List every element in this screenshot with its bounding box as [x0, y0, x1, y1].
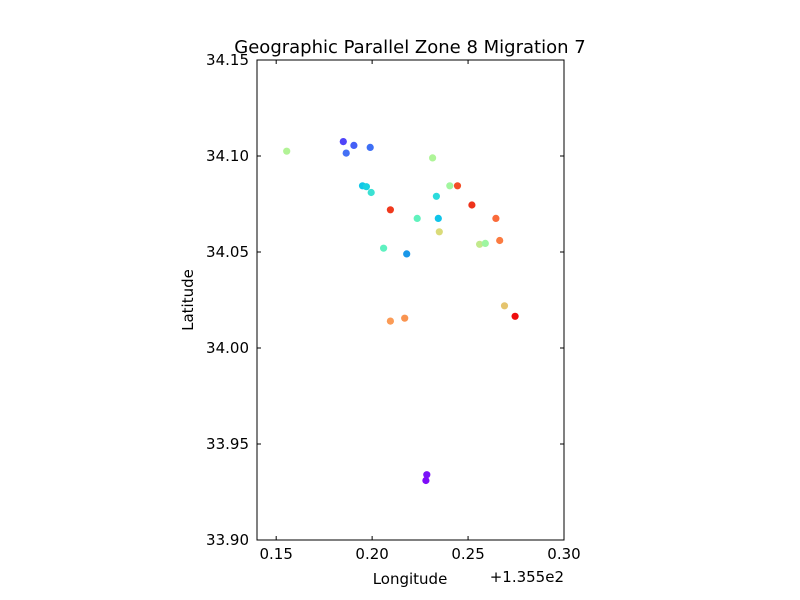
y-tick-label: 34.00 [206, 339, 249, 357]
scatter-point [386, 206, 394, 214]
scatter-point [511, 312, 519, 320]
scatter-point [413, 214, 421, 222]
y-tick-label: 33.95 [206, 435, 249, 453]
data-points [283, 138, 519, 485]
y-tick-label: 33.90 [206, 531, 249, 549]
scatter-point [386, 317, 394, 325]
scatter-point [401, 314, 409, 322]
x-axis-label: Longitude [373, 570, 448, 588]
scatter-point [342, 149, 350, 157]
scatter-point [350, 141, 358, 149]
y-tick-label: 34.10 [206, 147, 249, 165]
scatter-point [423, 471, 431, 479]
scatter-point [403, 250, 411, 258]
x-tick-label: 0.20 [355, 545, 388, 563]
x-tick-label: 0.15 [259, 545, 292, 563]
chart-title: Geographic Parallel Zone 8 Migration 7 [234, 37, 585, 58]
x-axis-offset-text: +1.355e2 [490, 568, 564, 586]
scatter-point [496, 236, 504, 245]
scatter-point [481, 239, 489, 247]
scatter-point [453, 182, 462, 190]
scatter-point [422, 476, 430, 485]
y-axis-ticks: 33.90 33.95 34.00 34.05 34.10 34.15 [206, 51, 564, 549]
scatter-point [339, 138, 347, 146]
scatter-point [492, 214, 500, 222]
x-axis-ticks: 0.15 0.20 0.25 0.30 [259, 60, 581, 563]
y-axis-label: Latitude [179, 269, 197, 331]
scatter-point [435, 228, 443, 236]
scatter-point [468, 201, 476, 209]
scatter-point [366, 143, 374, 151]
scatter-point [434, 214, 442, 222]
scatter-point [380, 244, 388, 252]
scatter-point [429, 154, 437, 162]
scatter-point [500, 302, 509, 310]
plot-frame [256, 59, 565, 541]
y-tick-label: 34.15 [206, 51, 249, 69]
scatter-point [476, 240, 484, 248]
scatter-point [446, 182, 454, 190]
scatter-point [362, 183, 370, 191]
y-tick-label: 34.05 [206, 243, 249, 261]
scatter-point [432, 192, 440, 200]
x-tick-label: 0.25 [451, 545, 484, 563]
scatter-point [367, 188, 375, 197]
x-tick-label: 0.30 [547, 545, 580, 563]
scatter-point [283, 147, 291, 155]
